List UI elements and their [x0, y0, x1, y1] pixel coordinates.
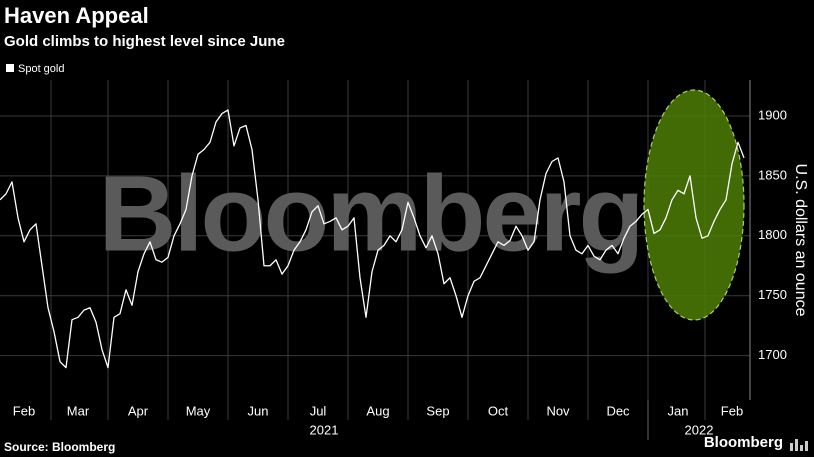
x-tick-label: Dec	[606, 403, 630, 418]
y-tick-label: 1800	[758, 227, 787, 242]
x-tick-label: Apr	[128, 403, 149, 418]
y-tick-label: 1900	[758, 107, 787, 122]
x-tick-label: Jul	[310, 403, 327, 418]
x-tick-label: Feb	[721, 403, 743, 418]
line	[0, 109, 745, 369]
y-tick-label: 1750	[758, 287, 787, 302]
legend-label: Spot gold	[18, 63, 64, 75]
chart-subtitle: Gold climbs to highest level since June	[4, 33, 285, 50]
y-tick-label: 1700	[758, 347, 787, 362]
source: Source: Bloomberg	[4, 440, 115, 454]
year-label: 2021	[310, 422, 339, 437]
x-tick-label: Jun	[248, 403, 269, 418]
x-tick-label: May	[186, 403, 211, 418]
x-tick-label: Nov	[546, 403, 570, 418]
watermark: Bloomberg	[98, 153, 641, 274]
legend-swatch	[6, 64, 14, 72]
x-tick-label: Mar	[67, 403, 90, 418]
x-tick-label: Oct	[488, 403, 509, 418]
y-axis-title: U.S. dollars an ounce	[792, 164, 809, 317]
logo-icon	[790, 439, 808, 451]
x-tick-label: Sep	[426, 403, 449, 418]
chart-title: Haven Appeal	[4, 3, 149, 28]
x-tick-label: Feb	[13, 403, 35, 418]
y-tick-label: 1850	[758, 167, 787, 182]
logo: Bloomberg	[704, 434, 783, 451]
x-tick-label: Jan	[668, 403, 689, 418]
year-label: 2022	[685, 422, 714, 437]
x-tick-label: Aug	[366, 403, 389, 418]
